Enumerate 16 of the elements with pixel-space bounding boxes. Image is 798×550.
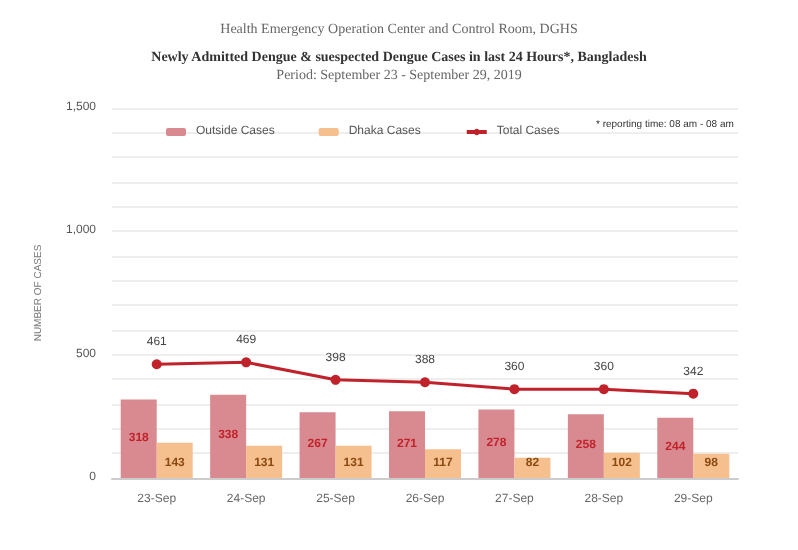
bar bbox=[478, 409, 515, 478]
point bbox=[509, 384, 520, 395]
bar bbox=[389, 411, 425, 478]
bar bbox=[299, 412, 336, 478]
bar bbox=[567, 414, 604, 478]
point bbox=[241, 357, 252, 368]
bar bbox=[425, 449, 461, 478]
bar bbox=[210, 394, 247, 478]
point bbox=[330, 374, 341, 385]
point bbox=[598, 384, 609, 395]
point bbox=[688, 388, 699, 399]
bar bbox=[246, 445, 283, 478]
point bbox=[420, 377, 430, 388]
point bbox=[151, 359, 162, 370]
bar bbox=[657, 417, 694, 478]
bar bbox=[120, 399, 157, 478]
